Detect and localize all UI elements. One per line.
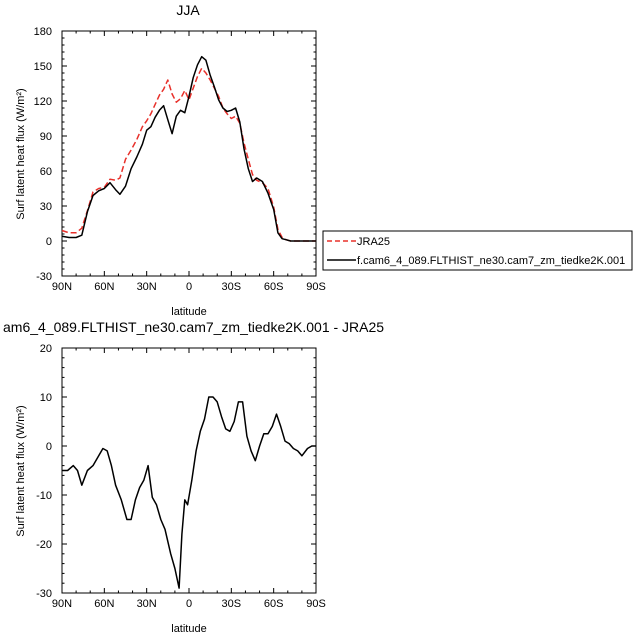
bottom-x-tick-label: 60S <box>264 598 284 610</box>
top-y-tick-label: 120 <box>34 96 52 108</box>
top-series-line-a <box>61 67 316 242</box>
top-x-tick-label: 30S <box>222 281 242 293</box>
top-y-tick-label: 60 <box>40 166 52 178</box>
top-x-tick-label: 90N <box>52 281 72 293</box>
legend-label-jra25: JRA25 <box>357 236 390 248</box>
bottom-x-tick-label: 30S <box>222 598 242 610</box>
top-y-tick-label: 180 <box>34 26 52 38</box>
top-plot-frame <box>61 30 317 277</box>
bottom-y-tick-label: 0 <box>46 441 52 453</box>
top-ticks: 90N 60N 30N 0 30S 60S 90S -30 0 30 60 90 120 150 180 <box>34 26 326 293</box>
top-y-tick-label: 90 <box>40 131 52 143</box>
top-x-tick-label: 0 <box>186 281 192 293</box>
top-y-axis-label: Surf latent heat flux (W/m²) <box>15 88 27 219</box>
top-series-lines <box>61 55 316 242</box>
top-chart-title: JJA <box>176 2 200 18</box>
top-series-line-b <box>61 55 316 242</box>
bottom-x-axis-label: latitude <box>171 623 206 635</box>
top-y-tick-label: -30 <box>36 271 52 283</box>
top-x-tick-label: 60S <box>264 281 284 293</box>
top-y-tick-label: 30 <box>40 201 52 213</box>
bottom-x-tick-label: 0 <box>186 598 192 610</box>
top-y-tick-label: 0 <box>46 236 52 248</box>
bottom-series-line-a <box>62 396 316 589</box>
top-x-tick-label: 60N <box>94 281 114 293</box>
bottom-y-tick-label: -30 <box>36 588 52 600</box>
bottom-x-tick-label: 30N <box>137 598 157 610</box>
bottom-chart-title: am6_4_089.FLTHIST_ne30.cam7_zm_tiedke2K.… <box>3 319 384 335</box>
legend: JRA25 f.cam6_4_089.FLTHIST_ne30.cam7_zm_… <box>322 230 633 271</box>
bottom-x-tick-label: 60N <box>94 598 114 610</box>
bottom-y-tick-label: -10 <box>36 490 52 502</box>
legend-box <box>322 230 633 271</box>
top-x-tick-label: 90S <box>306 281 326 293</box>
bottom-series-lines <box>62 396 316 589</box>
top-x-axis-label: latitude <box>171 306 206 318</box>
bottom-y-axis-label: Surf latent heat flux (W/m²) <box>15 405 27 536</box>
top-x-tick-label: 30N <box>137 281 157 293</box>
bottom-y-tick-label: 10 <box>40 392 52 404</box>
bottom-x-tick-label: 90S <box>306 598 326 610</box>
legend-label-model: f.cam6_4_089.FLTHIST_ne30.cam7_zm_tiedke… <box>357 255 625 267</box>
bottom-panel: am6_4_089.FLTHIST_ne30.cam7_zm_tiedke2K.… <box>3 319 384 635</box>
bottom-plot-frame <box>61 347 317 594</box>
bottom-y-tick-label: -20 <box>36 539 52 551</box>
bottom-y-tick-label: 20 <box>40 343 52 355</box>
bottom-x-tick-label: 90N <box>52 598 72 610</box>
top-y-tick-label: 150 <box>34 61 52 73</box>
top-panel: JJA 90N 60N 30N 0 30S 60S 90S -30 0 30 60 90 120 150 1… <box>15 2 326 318</box>
